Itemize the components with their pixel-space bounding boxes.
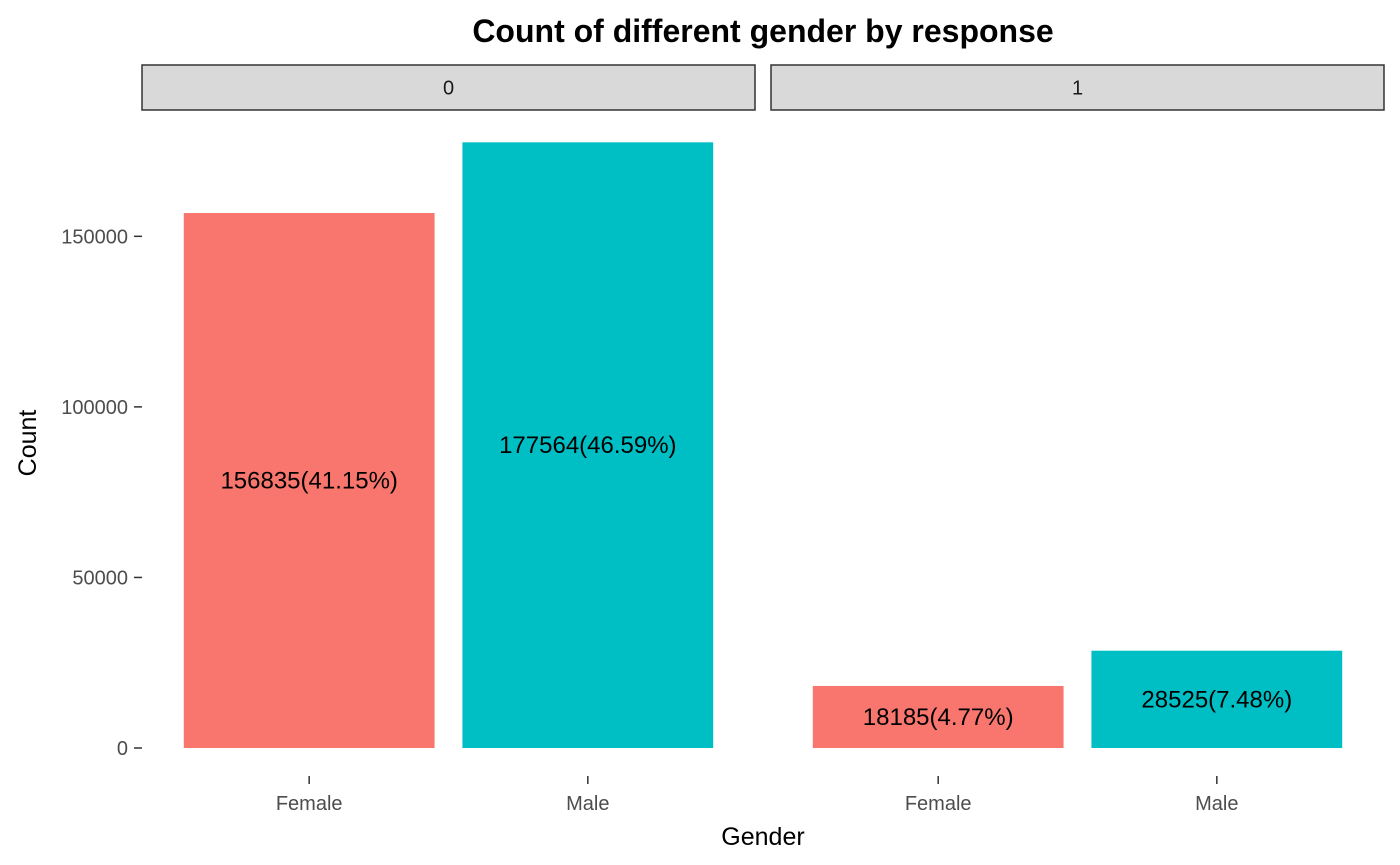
x-axis-label: Gender (721, 823, 804, 851)
y-tick-label: 100000 (61, 397, 128, 419)
facet-strip (770, 64, 1385, 111)
bar-data-label: 156835(41.15%) (220, 468, 397, 495)
bar-male (462, 142, 714, 749)
y-axis-label: Count (14, 410, 42, 477)
bar-female (183, 213, 435, 749)
bar-data-label: 28525(7.48%) (1141, 686, 1292, 713)
facet-panels: 0156835(41.15%)Female177564(46.59%)Male1… (141, 64, 1385, 815)
bar-data-label: 18185(4.77%) (863, 704, 1014, 731)
chart-title: Count of different gender by response (472, 13, 1053, 49)
y-tick-label: 50000 (72, 567, 128, 589)
facet-strip (141, 64, 756, 111)
x-tick-label: Male (566, 793, 609, 815)
facet-panel-1: 1 18185(4.77%) Female 28525(7.48%) Male (770, 64, 1385, 815)
bar-female (812, 685, 1064, 748)
x-tick-label: Female (905, 793, 972, 815)
y-tick-label: 0 (117, 738, 128, 760)
x-tick-label: Male (1195, 793, 1238, 815)
y-axis: 0 50000 100000 150000 (61, 226, 142, 760)
facet-strip-label: 0 (443, 78, 454, 100)
facet-strip-label: 1 (1072, 78, 1083, 100)
y-tick-label: 150000 (61, 226, 128, 248)
x-tick-label: Female (276, 793, 343, 815)
bar-male (1091, 650, 1343, 748)
bar-data-label: 177564(46.59%) (499, 432, 676, 459)
facet-panel-0: 0 156835(41.15%) Female 177564(46.59%) Male (141, 64, 756, 815)
